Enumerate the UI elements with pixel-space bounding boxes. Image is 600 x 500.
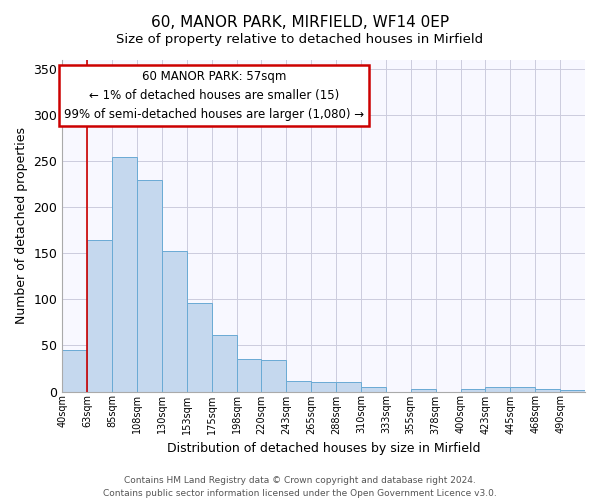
X-axis label: Distribution of detached houses by size in Mirfield: Distribution of detached houses by size … — [167, 442, 481, 455]
Bar — [560, 390, 585, 392]
Bar — [485, 387, 511, 392]
Bar — [62, 350, 87, 392]
Bar — [187, 303, 212, 392]
Bar — [236, 360, 262, 392]
Text: Size of property relative to detached houses in Mirfield: Size of property relative to detached ho… — [116, 32, 484, 46]
Bar — [461, 389, 485, 392]
Bar — [286, 382, 311, 392]
Bar — [262, 360, 286, 392]
Bar — [311, 382, 336, 392]
Bar — [162, 250, 187, 392]
Y-axis label: Number of detached properties: Number of detached properties — [15, 128, 28, 324]
Bar — [137, 180, 162, 392]
Text: 60 MANOR PARK: 57sqm
← 1% of detached houses are smaller (15)
99% of semi-detach: 60 MANOR PARK: 57sqm ← 1% of detached ho… — [64, 70, 364, 121]
Text: Contains HM Land Registry data © Crown copyright and database right 2024.
Contai: Contains HM Land Registry data © Crown c… — [103, 476, 497, 498]
Bar — [361, 387, 386, 392]
Bar — [535, 389, 560, 392]
Text: 60, MANOR PARK, MIRFIELD, WF14 0EP: 60, MANOR PARK, MIRFIELD, WF14 0EP — [151, 15, 449, 30]
Bar — [112, 156, 137, 392]
Bar — [336, 382, 361, 392]
Bar — [212, 336, 236, 392]
Bar — [411, 389, 436, 392]
Bar — [87, 240, 112, 392]
Bar — [511, 387, 535, 392]
